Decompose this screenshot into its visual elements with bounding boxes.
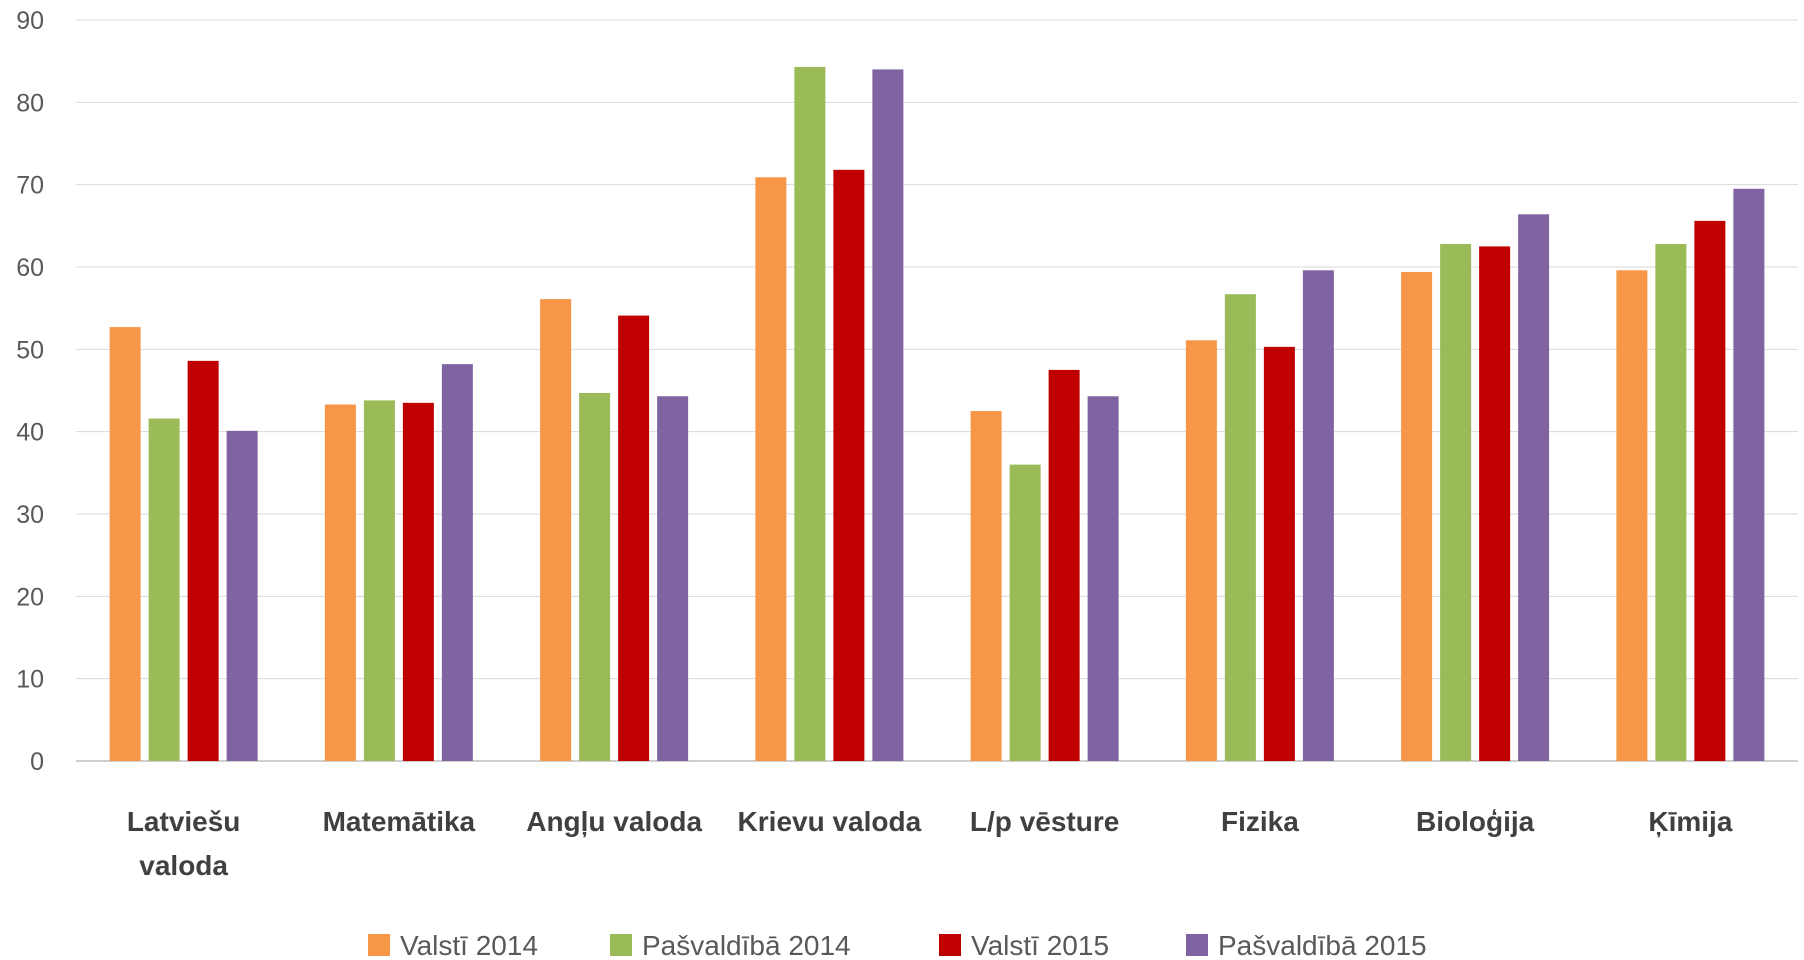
bar-2-series-3 [402, 402, 434, 761]
legend-swatch-4 [1186, 934, 1208, 956]
bar-3-series-1 [540, 299, 572, 761]
y-tick-label-60: 60 [16, 254, 44, 282]
x-category-label-1-line-1: Latviešu [127, 806, 241, 837]
y-tick-label-90: 90 [16, 7, 44, 35]
x-category-label-5: L/p vēsture [970, 806, 1119, 837]
y-tick-label-70: 70 [16, 172, 44, 200]
x-category-label-4: Krievu valoda [738, 806, 922, 837]
y-tick-label-10: 10 [16, 666, 44, 694]
bar-5-series-2 [1009, 464, 1041, 761]
legend-label-2: Pašvaldībā 2014 [642, 930, 851, 960]
bar-3-series-4 [657, 396, 689, 761]
x-category-label-1-line-2: valoda [139, 850, 228, 881]
bar-4-series-2 [794, 66, 826, 762]
legend-swatch-1 [368, 934, 390, 956]
legend-swatch-3 [939, 934, 961, 956]
bar-6-series-4 [1302, 270, 1334, 761]
bar-2-series-2 [363, 400, 395, 761]
bar-4-series-1 [755, 177, 787, 762]
bar-7-series-2 [1440, 243, 1472, 762]
x-category-label-2: Matemātika [323, 806, 476, 837]
y-tick-label-80: 80 [16, 89, 44, 117]
bar-7-series-1 [1401, 271, 1433, 761]
bar-3-series-3 [618, 315, 650, 761]
bar-6-series-3 [1263, 346, 1295, 761]
y-tick-label-30: 30 [16, 501, 44, 529]
y-tick-label-40: 40 [16, 419, 44, 447]
bar-1-series-2 [148, 418, 180, 761]
bar-8-series-1 [1616, 270, 1648, 761]
bar-2-series-4 [441, 364, 473, 761]
legend-swatch-2 [610, 934, 632, 956]
y-tick-label-50: 50 [16, 336, 44, 364]
bar-5-series-3 [1048, 369, 1080, 761]
bar-1-series-3 [187, 360, 219, 761]
bar-2-series-1 [324, 404, 356, 761]
bar-4-series-4 [872, 69, 904, 761]
y-tick-label-0: 0 [30, 748, 44, 776]
x-category-label-7: Bioloģija [1416, 806, 1535, 837]
bar-6-series-2 [1224, 294, 1256, 761]
y-tick-label-20: 20 [16, 583, 44, 611]
bar-1-series-1 [109, 327, 141, 761]
x-category-label-6: Fizika [1221, 806, 1299, 837]
bar-7-series-4 [1518, 214, 1550, 762]
legend-label-4: Pašvaldībā 2015 [1218, 930, 1427, 960]
bar-1-series-4 [226, 430, 258, 761]
bar-8-series-2 [1655, 243, 1687, 762]
bar-5-series-4 [1087, 396, 1119, 761]
bar-5-series-1 [970, 411, 1002, 761]
x-category-label-8: Ķīmija [1648, 806, 1732, 837]
bar-4-series-3 [833, 169, 865, 761]
legend-label-3: Valstī 2015 [971, 930, 1109, 960]
x-category-label-3: Angļu valoda [526, 806, 702, 837]
bar-6-series-1 [1185, 340, 1217, 761]
bar-3-series-2 [579, 392, 611, 761]
bar-8-series-3 [1694, 220, 1726, 762]
bar-7-series-3 [1479, 246, 1511, 761]
bar-8-series-4 [1733, 188, 1765, 762]
legend-label-1: Valstī 2014 [400, 930, 538, 960]
